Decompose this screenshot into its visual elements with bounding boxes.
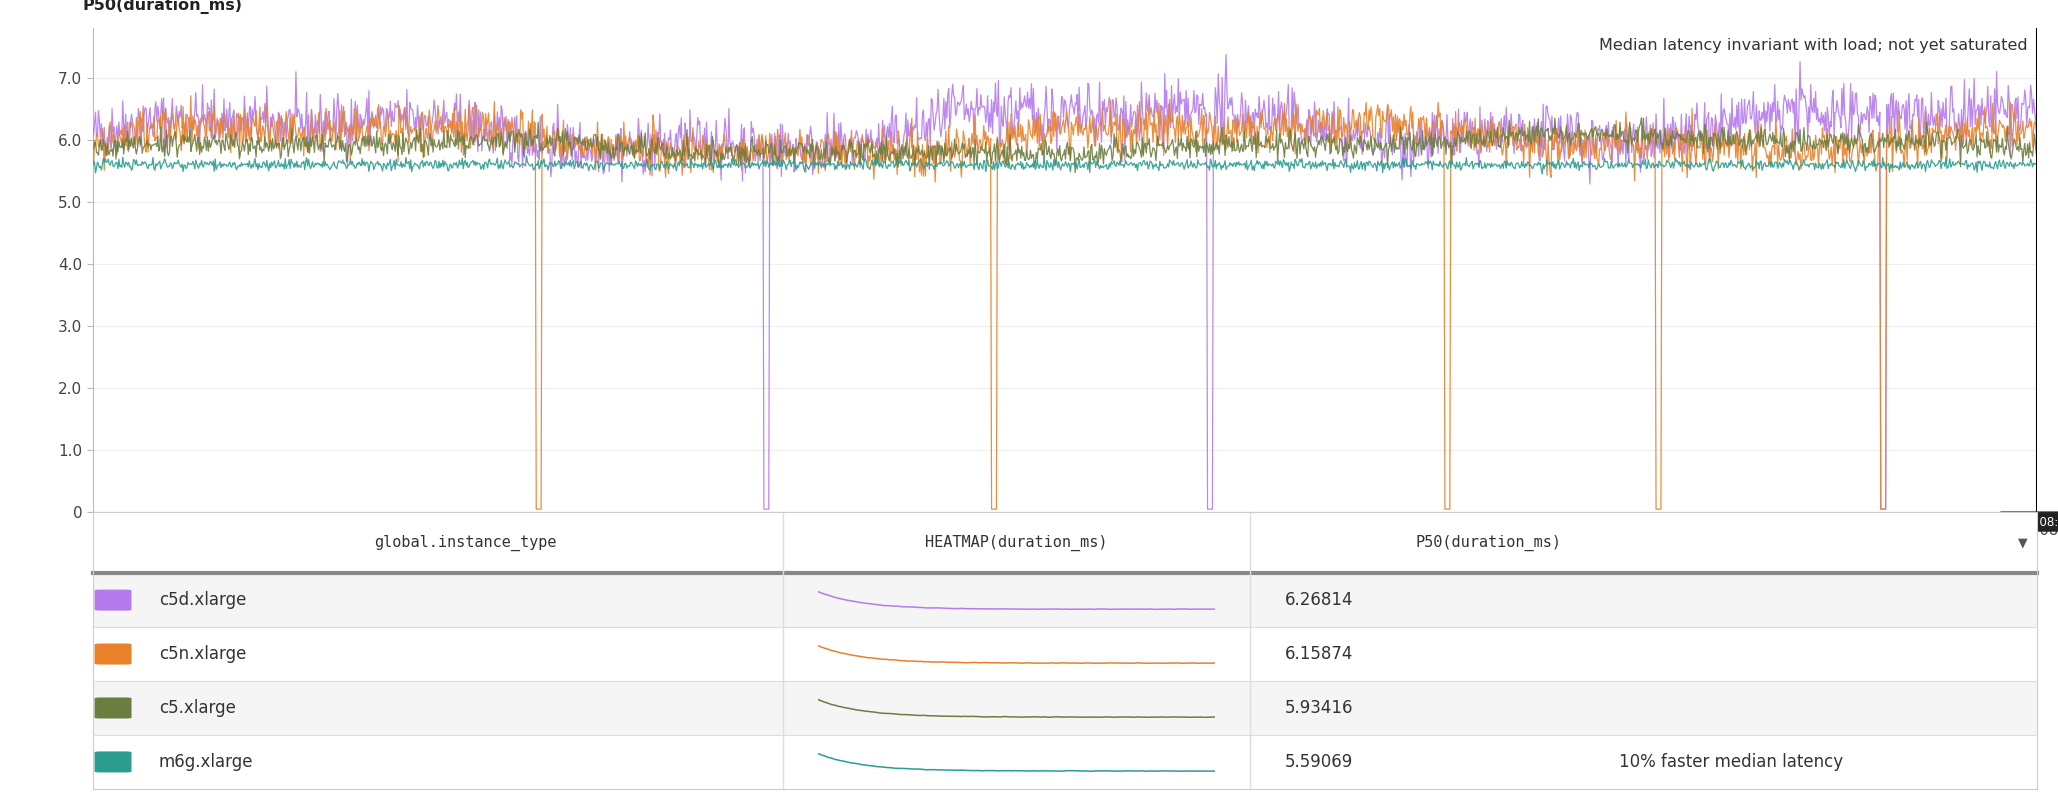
Text: c5n.xlarge: c5n.xlarge (158, 645, 247, 663)
Bar (93, 512, 2037, 573)
Text: 5.59069: 5.59069 (1284, 753, 1352, 771)
Bar (93, 681, 2037, 735)
Text: HEATMAP(duration_ms): HEATMAP(duration_ms) (926, 535, 1107, 551)
Text: ▼: ▼ (2019, 536, 2027, 549)
FancyBboxPatch shape (95, 751, 132, 773)
Text: global.instance_type: global.instance_type (375, 535, 556, 551)
Text: 6.15874: 6.15874 (1284, 645, 1354, 663)
Bar (93, 573, 2037, 627)
FancyBboxPatch shape (95, 643, 132, 665)
Text: c5.xlarge: c5.xlarge (158, 699, 235, 717)
Text: 6.26814: 6.26814 (1284, 591, 1354, 609)
Text: P50(duration_ms): P50(duration_ms) (82, 0, 243, 14)
Text: 5.93416: 5.93416 (1284, 699, 1354, 717)
Text: 10% faster median latency: 10% faster median latency (1620, 753, 1844, 771)
FancyBboxPatch shape (95, 697, 132, 719)
Bar (93, 735, 2037, 789)
Text: c5d.xlarge: c5d.xlarge (158, 591, 247, 609)
Text: 03/11 08:32: 03/11 08:32 (2002, 515, 2058, 528)
Text: P50(duration_ms): P50(duration_ms) (1416, 535, 1562, 551)
Bar (93, 627, 2037, 681)
Text: m6g.xlarge: m6g.xlarge (158, 753, 253, 771)
FancyBboxPatch shape (95, 589, 132, 611)
Text: Median latency invariant with load; not yet saturated: Median latency invariant with load; not … (1599, 38, 2027, 53)
